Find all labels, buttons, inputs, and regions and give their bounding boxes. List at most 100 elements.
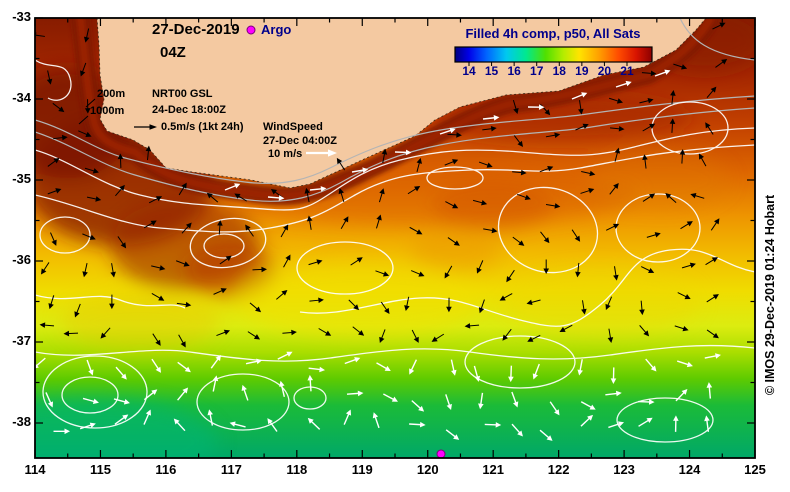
current-arrow <box>639 97 654 104</box>
wind-arrow <box>245 358 263 365</box>
wind-arrow <box>704 415 710 432</box>
wind-arrow <box>344 357 361 365</box>
wind-arrow <box>383 393 398 402</box>
plot-frame <box>34 17 756 459</box>
current-arrow <box>610 125 625 132</box>
wind-arrow <box>673 415 679 432</box>
current-arrow <box>706 329 719 339</box>
wind-arrow <box>173 418 186 432</box>
wind-arrow <box>115 366 127 380</box>
current-arrow <box>348 299 360 311</box>
gsl-legend-time: 24-Dec 18:00Z <box>152 104 226 116</box>
current-arrow <box>151 265 166 271</box>
gsl-legend-name: NRT00 GSL <box>152 88 213 100</box>
current-arrow <box>82 262 88 278</box>
map-hour: 04Z <box>160 44 186 61</box>
current-arrow <box>318 328 332 336</box>
current-arrow <box>545 203 561 209</box>
current-arrow <box>710 218 720 231</box>
current-arrow <box>252 266 267 273</box>
current-arrow <box>63 330 79 337</box>
current-arrow <box>706 86 717 98</box>
wind-arrow <box>307 374 314 392</box>
current-arrow <box>681 262 696 269</box>
argo-float-marker <box>436 449 446 458</box>
wind-arrow <box>577 359 583 376</box>
bathy-200-label: 200m <box>97 88 126 100</box>
current-arrow <box>48 295 55 310</box>
current-arrow <box>712 22 726 30</box>
current-arrow <box>482 125 497 132</box>
wind-arrow <box>277 351 293 360</box>
colorbar-title: Filled 4h comp, p50, All Sats <box>465 26 641 41</box>
current-arrow <box>308 259 323 266</box>
bathy-label-pointer-lines <box>78 98 96 125</box>
wind-legend-name: WindSpeed <box>263 121 323 133</box>
current-arrow <box>581 300 587 315</box>
wind-arrow <box>645 358 657 372</box>
bathymetry-contours <box>35 18 755 202</box>
current-arrow <box>502 328 512 341</box>
current-arrow <box>378 188 385 203</box>
current-arrow <box>178 182 187 196</box>
x-axis-label: 120 <box>416 462 439 477</box>
current-arrow <box>526 299 541 306</box>
current-arrow <box>151 292 165 301</box>
y-axis-label: -36 <box>12 252 31 267</box>
wind-arrow <box>177 387 189 401</box>
current-arrow <box>512 236 525 246</box>
wind-arrow <box>409 421 426 428</box>
current-arrow <box>375 270 390 277</box>
current-arrow <box>646 232 661 238</box>
current-arrow <box>304 187 311 203</box>
wind-arrow <box>605 390 622 397</box>
current-arrow <box>152 333 161 346</box>
wind-arrow <box>113 398 130 405</box>
current-arrow <box>575 123 589 131</box>
wind-arrow <box>224 183 241 191</box>
current-arrow <box>50 232 57 246</box>
current-arrow <box>639 300 645 316</box>
wind-arrow <box>527 104 545 110</box>
wind-arrow <box>511 423 523 437</box>
wind-legend-scale: 10 m/s <box>268 148 303 160</box>
current-arrow <box>483 227 498 234</box>
current-arrow <box>679 149 686 164</box>
current-arrow <box>109 294 115 310</box>
current-arrow <box>249 302 262 313</box>
current-arrow <box>178 334 186 348</box>
vector-arrows <box>35 22 728 441</box>
x-axis-label: 114 <box>24 462 46 477</box>
current-arrow <box>513 135 524 147</box>
wind-arrow <box>445 429 460 440</box>
wind-arrow <box>615 80 632 88</box>
current-arrow <box>350 257 363 266</box>
current-arrow <box>306 215 313 230</box>
wind-arrow <box>704 353 721 359</box>
wind-arrow <box>450 359 457 376</box>
current-arrow <box>110 263 116 278</box>
current-arrow <box>607 328 614 343</box>
current-arrow <box>206 192 219 203</box>
current-arrow <box>352 326 365 336</box>
current-arrow <box>145 145 152 161</box>
current-arrow <box>411 329 419 343</box>
current-arrow <box>47 157 60 167</box>
wind-arrow <box>580 414 594 427</box>
wind-arrow <box>143 389 158 401</box>
current-arrow <box>381 148 388 164</box>
wind-arrow <box>654 69 671 77</box>
current-arrow <box>641 70 657 77</box>
wind-arrow <box>82 397 99 405</box>
wind-arrow <box>207 409 214 426</box>
current-arrow <box>100 327 111 339</box>
current-arrow <box>175 260 190 267</box>
colorbar-tick-label: 14 <box>462 64 476 78</box>
current-arrow <box>276 289 288 300</box>
wind-arrow <box>343 409 352 425</box>
current-arrow <box>706 294 719 303</box>
x-axis-label: 125 <box>744 462 766 477</box>
current-arrow <box>539 166 554 173</box>
